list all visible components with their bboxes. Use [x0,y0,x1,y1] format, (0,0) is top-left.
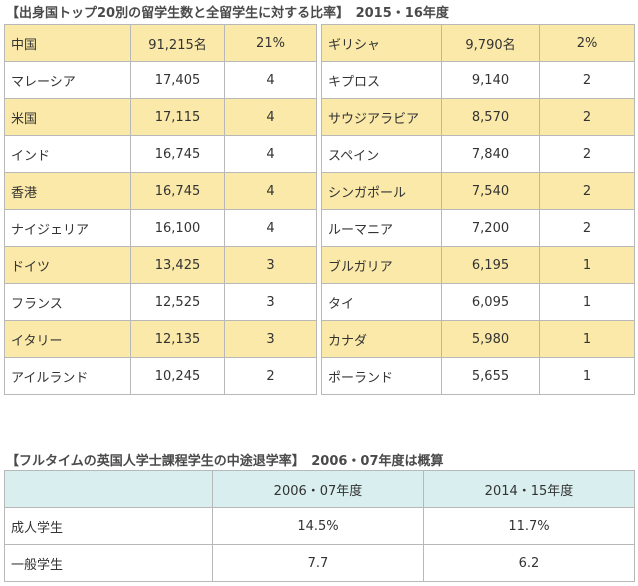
ratio-cell: 21% [224,24,317,62]
count-cell: 5,980 [441,320,540,358]
table-row: 成人学生 14.5% 11.7% [4,507,635,545]
ratio-cell: 3 [224,246,317,284]
count-cell: 6,095 [441,283,540,321]
ratio-cell: 1 [539,320,635,358]
count-cell: 7,840 [441,135,540,173]
country-cell: 香港 [4,172,131,210]
count-cell: 17,405 [130,61,225,99]
count-cell: 5,655 [441,357,540,395]
count-cell: 91,215名 [130,24,225,62]
country-cell: 中国 [4,24,131,62]
count-cell: 10,245 [130,357,225,395]
table-row: アイルランド 10,245 2 ポーランド 5,655 1 [4,357,635,395]
country-cell: ブルガリア [321,246,442,284]
count-cell: 13,425 [130,246,225,284]
ratio-cell: 3 [224,283,317,321]
value-cell: 11.7% [423,507,635,545]
country-cell: スペイン [321,135,442,173]
table-row: ナイジェリア 16,100 4 ルーマニア 7,200 2 [4,209,635,247]
country-cell: 米国 [4,98,131,136]
value-cell: 14.5% [212,507,424,545]
ratio-cell: 2% [539,24,635,62]
country-cell: カナダ [321,320,442,358]
table1-title: 【出身国トップ20別の留学生数と全留学生に対する比率】 2015・16年度 [6,6,449,21]
ratio-cell: 1 [539,246,635,284]
table-row: ドイツ 13,425 3 ブルガリア 6,195 1 [4,246,635,284]
header-cell-empty [4,470,213,508]
dropout-rate-table: 2006・07年度 2014・15年度 成人学生 14.5% 11.7% 一般学… [4,470,635,582]
ratio-cell: 2 [539,135,635,173]
ratio-cell: 4 [224,61,317,99]
student-origin-table: 中国 91,215名 21% ギリシャ 9,790名 2% マレーシア 17,405 4 キプロス… [4,24,635,395]
ratio-cell: 1 [539,283,635,321]
country-cell: イタリー [4,320,131,358]
ratio-cell: 4 [224,209,317,247]
table-row: マレーシア 17,405 4 キプロス 9,140 2 [4,61,635,99]
count-cell: 8,570 [441,98,540,136]
country-cell: フランス [4,283,131,321]
country-cell: ナイジェリア [4,209,131,247]
ratio-cell: 2 [539,61,635,99]
country-cell: タイ [321,283,442,321]
table-row: 中国 91,215名 21% ギリシャ 9,790名 2% [4,24,635,62]
table-row: イタリー 12,135 3 カナダ 5,980 1 [4,320,635,358]
ratio-cell: 4 [224,135,317,173]
ratio-cell: 2 [539,209,635,247]
table-row: 一般学生 7.7 6.2 [4,544,635,582]
ratio-cell: 2 [224,357,317,395]
ratio-cell: 2 [539,172,635,210]
ratio-cell: 1 [539,357,635,395]
count-cell: 16,745 [130,135,225,173]
table-header-row: 2006・07年度 2014・15年度 [4,470,635,508]
count-cell: 12,525 [130,283,225,321]
table2-title: 【フルタイムの英国人学士課程学生の中途退学率】 2006・07年度は概算 [6,454,444,469]
count-cell: 9,790名 [441,24,540,62]
count-cell: 6,195 [441,246,540,284]
country-cell: アイルランド [4,357,131,395]
count-cell: 17,115 [130,98,225,136]
ratio-cell: 4 [224,172,317,210]
count-cell: 7,540 [441,172,540,210]
table-row: 香港 16,745 4 シンガポール 7,540 2 [4,172,635,210]
table-row: インド 16,745 4 スペイン 7,840 2 [4,135,635,173]
country-cell: ギリシャ [321,24,442,62]
header-cell-2014: 2014・15年度 [423,470,635,508]
count-cell: 16,745 [130,172,225,210]
ratio-cell: 3 [224,320,317,358]
country-cell: ドイツ [4,246,131,284]
country-cell: サウジアラビア [321,98,442,136]
count-cell: 12,135 [130,320,225,358]
row-label: 成人学生 [4,507,213,545]
ratio-cell: 2 [539,98,635,136]
count-cell: 9,140 [441,61,540,99]
country-cell: インド [4,135,131,173]
country-cell: ルーマニア [321,209,442,247]
value-cell: 6.2 [423,544,635,582]
country-cell: キプロス [321,61,442,99]
country-cell: マレーシア [4,61,131,99]
count-cell: 7,200 [441,209,540,247]
ratio-cell: 4 [224,98,317,136]
table-row: フランス 12,525 3 タイ 6,095 1 [4,283,635,321]
country-cell: シンガポール [321,172,442,210]
value-cell: 7.7 [212,544,424,582]
count-cell: 16,100 [130,209,225,247]
table-row: 米国 17,115 4 サウジアラビア 8,570 2 [4,98,635,136]
country-cell: ポーランド [321,357,442,395]
row-label: 一般学生 [4,544,213,582]
header-cell-2006: 2006・07年度 [212,470,424,508]
